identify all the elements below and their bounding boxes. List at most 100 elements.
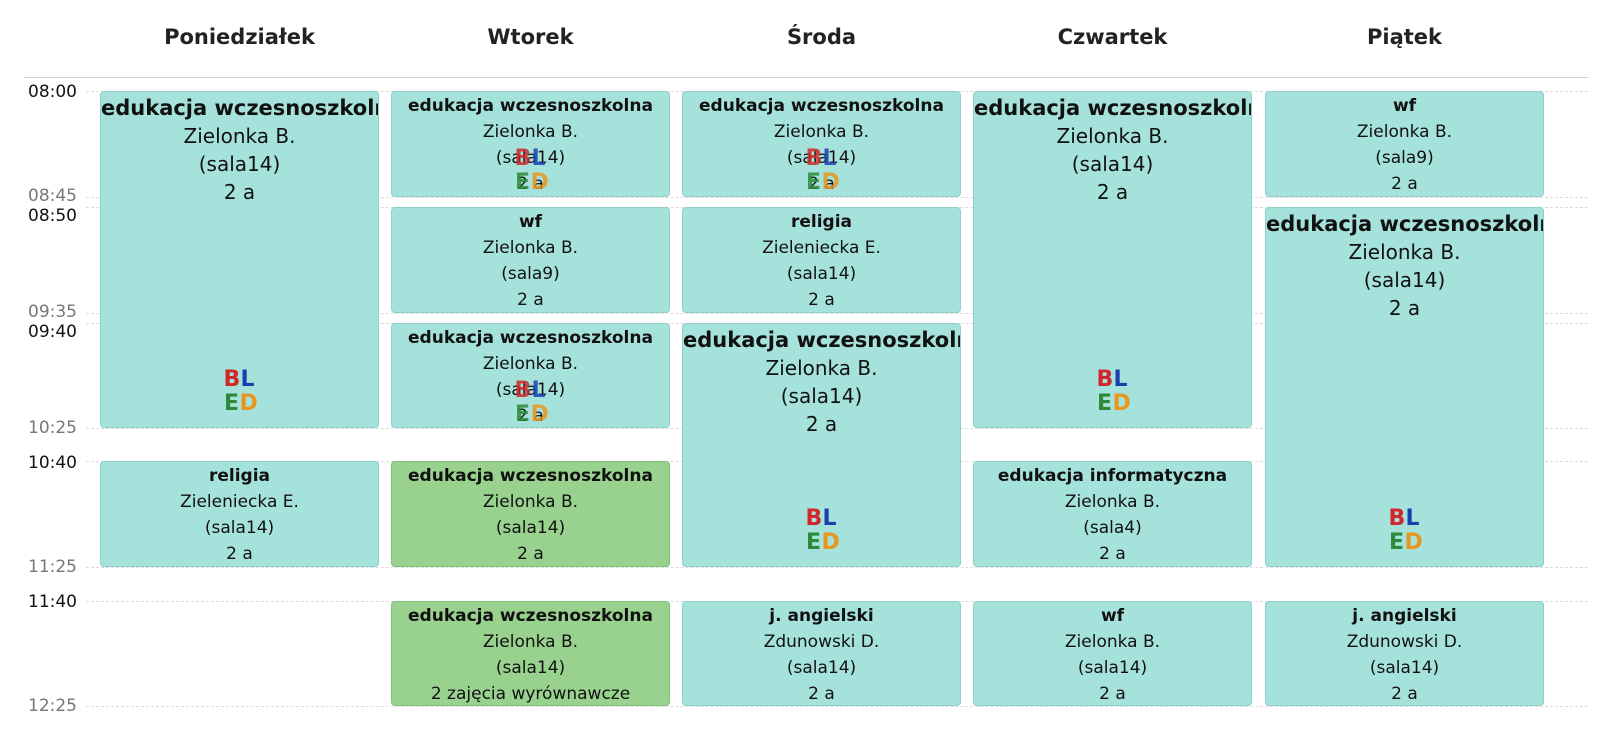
logo-letter: L [822,146,837,171]
lesson-room: (sala14) [495,148,566,168]
lesson-group: 2 a [808,290,835,310]
time-label: 11:40 [28,592,77,612]
lesson-subject: j. angielski [1352,606,1457,626]
lesson-card[interactable]: edukacja wczesnoszkolna Zielonka B. (sala1… [973,91,1252,428]
lesson-subject: edukacja informatyczna [997,466,1228,486]
logo-letter: E [1096,391,1113,416]
lesson-card[interactable]: wf Zielonka B. (sala9) 2 a [1265,91,1544,197]
lesson-card[interactable]: j. angielski Zdunowski D. (sala14) 2 a [1265,601,1544,706]
lesson-teacher: Zielonka B. [1356,122,1453,142]
day-header: Czwartek [1057,25,1168,49]
lesson-room: (sala14) [495,518,566,538]
logo-letter: E [514,402,531,427]
lesson-card[interactable]: edukacja wczesnoszkolna Zielonka B. (sala1… [391,601,670,706]
lesson-group: 2 zajęcia wyrównawcze [430,684,631,704]
logo-letter: D [1404,530,1423,555]
lesson-group: 2 a [805,412,838,436]
lesson-group: 2 a [1096,180,1129,204]
lesson-subject: edukacja wczesnoszkolna [408,328,653,348]
lesson-subject: edukacja wczesnoszkolna [699,96,944,116]
lesson-card[interactable]: edukacja informatyczna Zielonka B. (sala4)… [973,461,1252,567]
lesson-room: (sala14) [786,148,857,168]
logo-letter: L [1405,506,1420,531]
lesson-room: (sala14) [786,264,857,284]
logo-letter: B [514,146,532,171]
grid-line [86,313,1588,314]
header-divider [24,77,1588,78]
lesson-room: (sala14) [1363,268,1446,292]
lesson-card[interactable]: religia Zieleniecka E. (sala14) 2 a [100,461,379,567]
lesson-card[interactable]: religia Zieleniecka E. (sala14) 2 a [682,207,961,313]
logo-letter: B [805,506,823,531]
lesson-card[interactable]: edukacja wczesnoszkolna Zielonka B. (sala1… [682,91,961,197]
lesson-group: 2 a [517,290,544,310]
logo-letter: L [822,506,837,531]
lesson-card[interactable]: wf Zielonka B. (sala14) 2 a [973,601,1252,706]
lesson-card[interactable]: edukacja wczesnoszkolna Zielonka B. (sala1… [391,91,670,197]
lesson-subject: religia [790,212,853,232]
time-label: 08:50 [28,206,77,226]
logo-letter: E [223,391,240,416]
lesson-teacher: Zielonka B. [183,124,296,148]
lesson-room: (sala9) [501,264,560,284]
day-header: Poniedziałek [164,25,315,49]
lesson-room: (sala14) [495,380,566,400]
grid-line [86,197,1588,198]
time-label: 10:40 [28,453,77,473]
lesson-group: 2 a [808,174,835,194]
lesson-teacher: Zielonka B. [1056,124,1169,148]
lesson-teacher: Zielonka B. [1064,492,1161,512]
time-label: 08:00 [28,82,77,102]
time-label: 09:35 [28,302,77,322]
lesson-teacher: Zielonka B. [482,122,579,142]
lesson-group: 2 a [517,544,544,564]
lesson-group: 2 a [517,406,544,426]
lesson-room: (sala14) [780,384,863,408]
logo-letter: D [821,530,840,555]
lesson-group: 2 a [223,180,256,204]
lesson-card[interactable]: edukacja wczesnoszkolna Zielonka B. (sala1… [682,323,961,567]
lesson-subject: edukacja wczesnoszkolna [408,466,653,486]
logo-letter: E [514,170,531,195]
lesson-subject: religia [208,466,271,486]
lesson-group: 2 a [808,684,835,704]
lesson-teacher: Zielonka B. [482,492,579,512]
grid-line [86,706,1588,707]
lesson-subject: edukacja wczesnoszkolna [974,96,1252,120]
lesson-card[interactable]: edukacja wczesnoszkolna Zielonka B. (sala1… [1265,207,1544,567]
lesson-group: 2 a [517,174,544,194]
lesson-teacher: Zieleniecka E. [762,238,881,258]
day-header: Środa [786,25,857,49]
time-label: 08:45 [28,186,77,206]
day-header: Wtorek [487,25,574,49]
lesson-card[interactable]: edukacja wczesnoszkolna Zielonka B. (sala1… [100,91,379,428]
logo-letter: D [1112,391,1131,416]
lesson-room: (sala14) [1077,658,1148,678]
lesson-subject: wf [1392,96,1417,116]
lesson-subject: j. angielski [769,606,874,626]
logo-letter: B [1096,367,1114,392]
lesson-card[interactable]: edukacja wczesnoszkolna Zielonka B. (sala1… [391,323,670,428]
lesson-room: (sala14) [495,658,566,678]
lesson-room: (sala14) [1369,658,1440,678]
grid-line [86,567,1588,568]
lesson-card[interactable]: wf Zielonka B. (sala9) 2 a [391,207,670,313]
logo-letter: E [1388,530,1405,555]
lesson-group: 2 a [1391,174,1418,194]
logo-letter: E [805,170,822,195]
logo-letter: D [239,391,258,416]
logo-letter: L [531,146,546,171]
lesson-subject: edukacja wczesnoszkolna [408,96,653,116]
lesson-card[interactable]: j. angielski Zdunowski D. (sala14) 2 a [682,601,961,706]
lesson-teacher: Zielonka B. [482,354,579,374]
lesson-teacher: Zielonka B. [773,122,870,142]
lesson-card[interactable]: edukacja wczesnoszkolna Zielonka B. (sala1… [391,461,670,567]
lesson-teacher: Zieleniecka E. [180,492,299,512]
lesson-group: 2 a [226,544,253,564]
lesson-subject: edukacja wczesnoszkolna [1266,212,1544,236]
lesson-subject: wf [1100,606,1125,626]
